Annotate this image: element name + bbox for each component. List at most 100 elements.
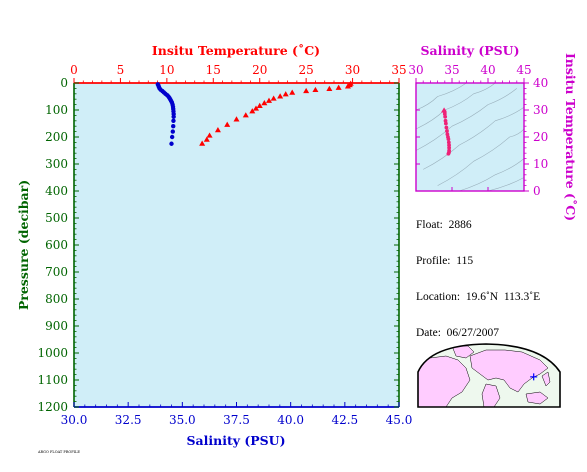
temperature-tick-label: 20 [252, 63, 267, 77]
temperature-point [289, 89, 296, 95]
land-mass [525, 391, 549, 405]
map-frame [417, 343, 561, 408]
ts-plot-area [416, 83, 524, 191]
profile-plot-area [74, 83, 399, 407]
density-contour [423, 107, 525, 170]
pressure-tick-label: 400 [45, 184, 68, 198]
temperature-point [233, 116, 240, 122]
salinity-tick-label: 37.5 [223, 413, 250, 427]
land-mass [541, 371, 551, 387]
pressure-tick-label: 900 [45, 319, 68, 333]
ts-salinity-tick-label: 35 [444, 63, 459, 77]
density-contour [415, 88, 517, 151]
location-text: Location: 19.6˚N 113.3˚E [416, 291, 541, 303]
ts-density-contours [415, 82, 525, 192]
pressure-tick-label: 200 [45, 130, 68, 144]
temperature-tick-label: 10 [159, 63, 174, 77]
footnote: ARGO FLOAT PROFILE [37, 450, 80, 454]
pressure-tick-label: 300 [45, 157, 68, 171]
temperature-point [214, 127, 221, 133]
float-number: Float: 2886 [416, 219, 472, 231]
profile-number: Profile: 115 [416, 255, 474, 267]
pressure-tick-label: 0 [60, 76, 68, 90]
pressure-tick-label: 700 [45, 265, 68, 279]
temperature-point [282, 91, 289, 97]
temperature-point [312, 86, 319, 93]
salinity-tick-label: 45.0 [386, 413, 413, 427]
temperature-point [242, 112, 249, 118]
density-contour [415, 82, 496, 130]
land-mass [469, 349, 549, 393]
ts-point [447, 145, 452, 150]
ts-point [443, 121, 448, 126]
land-mass [418, 355, 471, 407]
density-contour [459, 158, 525, 192]
temperature-tick-label: 0 [70, 63, 78, 77]
temperature-point [344, 83, 351, 89]
temperature-point [256, 102, 263, 108]
pressure-tick-label: 600 [45, 238, 68, 252]
pressure-tick-label: 1200 [37, 400, 68, 414]
density-contour [487, 177, 525, 192]
ts-salinity-tick-label: 40 [480, 63, 495, 77]
temperature-point [261, 100, 268, 106]
pressure-tick-label: 800 [45, 292, 68, 306]
salinity-tick-label: 35.0 [169, 413, 196, 427]
pressure-axis-title: Pressure (decibar) [16, 180, 31, 310]
ts-point [443, 114, 448, 119]
salinity-tick-label: 32.5 [115, 413, 142, 427]
temperature-tick-label: 5 [117, 63, 125, 77]
temperature-point [249, 108, 256, 114]
ts-temperature-axis-title: Insitu Temperature (˚C) [563, 53, 578, 221]
land-mass [481, 383, 501, 407]
temperature-point [224, 121, 231, 127]
temperature-point [253, 105, 259, 111]
ts-point [447, 143, 451, 148]
salinity-point [171, 118, 176, 124]
salinity-tick-label: 30.0 [61, 413, 88, 427]
temperature-point [266, 97, 272, 103]
profile-marks [155, 80, 354, 146]
ts-point [446, 151, 451, 156]
float-info: Float: 2886 Profile: 115 Location: 19.6˚… [416, 195, 540, 363]
temperature-point [270, 95, 277, 101]
float-location-marker [530, 373, 538, 381]
temperature-point [335, 84, 342, 90]
pressure-tick-label: 1000 [37, 346, 68, 360]
salinity-point [171, 124, 176, 129]
ts-temperature-tick-label: 30 [533, 103, 548, 117]
salinity-tick-label: 42.5 [331, 413, 358, 427]
temperature-point [277, 93, 284, 99]
density-contour [415, 82, 467, 111]
temperature-tick-label: 25 [299, 63, 314, 77]
density-contour [437, 128, 525, 186]
temperature-tick-label: 30 [345, 63, 360, 77]
ts-temperature-tick-label: 0 [533, 184, 541, 198]
salinity-axis-title: Salinity (PSU) [186, 433, 285, 448]
temperature-point [203, 136, 210, 142]
pressure-tick-label: 500 [45, 211, 68, 225]
temperature-tick-label: 15 [206, 63, 221, 77]
ts-salinity-tick-label: 30 [408, 63, 423, 77]
profile-axes: 0100200300400500600700800900100011001200… [37, 63, 412, 427]
salinity-point [170, 129, 175, 134]
salinity-point [169, 141, 174, 146]
temperature-point [303, 87, 310, 94]
salinity-tick-label: 40.0 [277, 413, 304, 427]
map-land [418, 345, 551, 407]
temperature-axis-title: Insitu Temperature (˚C) [152, 43, 320, 58]
ts-salinity-tick-label: 45 [516, 63, 531, 77]
ts-marks [441, 107, 452, 156]
temperature-point [326, 85, 333, 91]
ts-salinity-axis-title: Salinity (PSU) [420, 43, 519, 58]
temperature-tick-label: 35 [391, 63, 406, 77]
date-text: Date: 06/27/2007 [416, 327, 500, 339]
world-map-inset [417, 343, 561, 408]
salinity-point [169, 134, 175, 140]
ts-temperature-tick-label: 10 [533, 157, 548, 171]
pressure-tick-label: 100 [45, 103, 68, 117]
ts-point [445, 129, 449, 133]
